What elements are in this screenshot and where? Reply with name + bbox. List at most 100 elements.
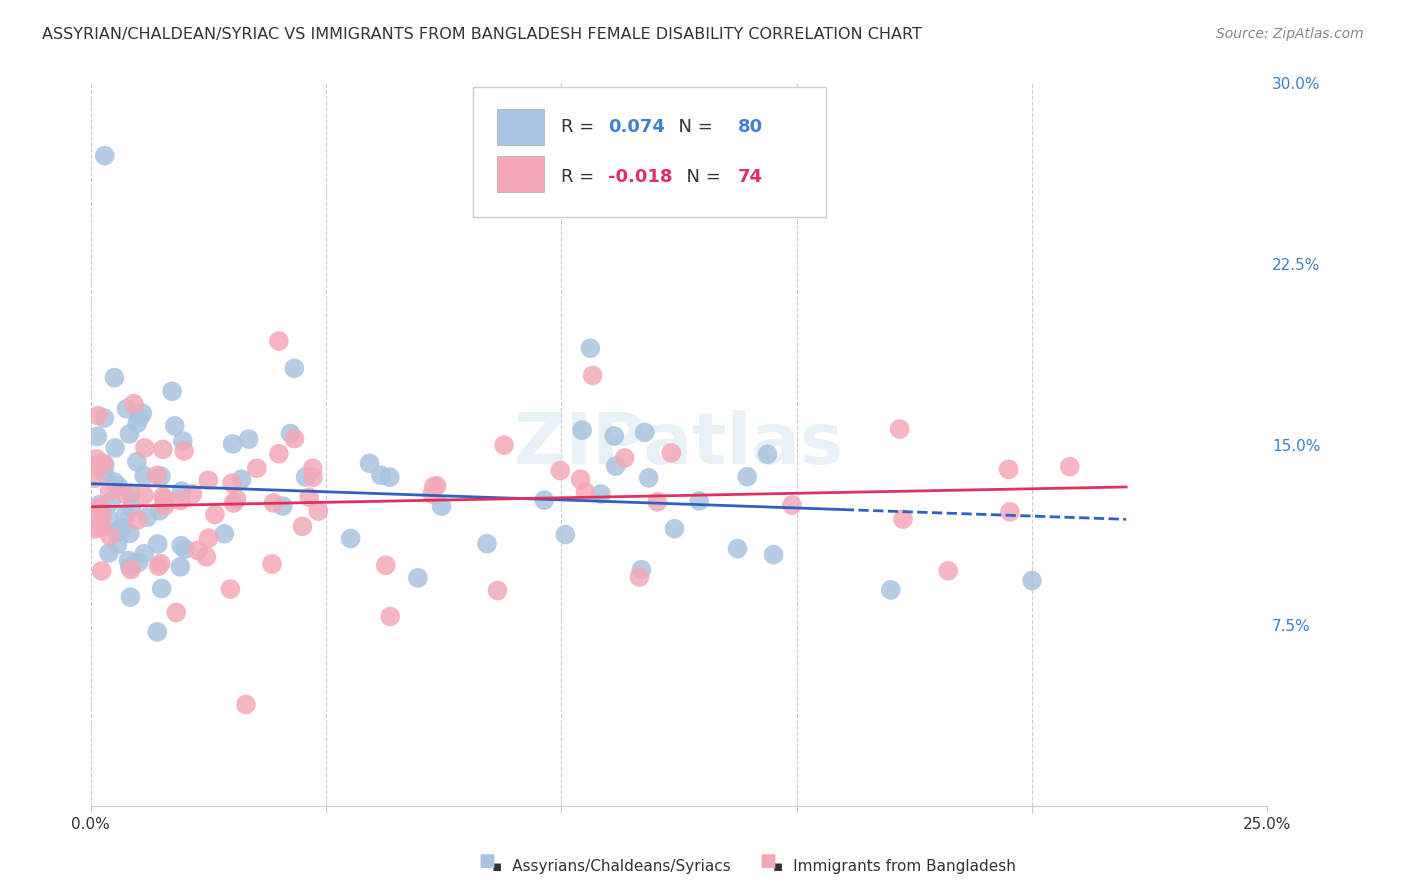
Point <box>235 698 257 712</box>
Point <box>204 508 226 522</box>
Point <box>94 467 117 481</box>
Point <box>756 447 779 461</box>
Point <box>406 571 429 585</box>
Point <box>222 496 245 510</box>
Point <box>120 486 142 500</box>
Point <box>267 447 290 461</box>
Point <box>90 564 112 578</box>
Point <box>554 527 576 541</box>
Point <box>221 437 243 451</box>
Point <box>170 539 193 553</box>
Point <box>100 495 122 509</box>
Point <box>115 401 138 416</box>
Point <box>122 397 145 411</box>
Point <box>280 426 302 441</box>
Point <box>98 484 121 499</box>
Point <box>87 409 110 423</box>
Point <box>569 472 592 486</box>
Point <box>267 334 290 348</box>
Text: ▪  Assyrians/Chaldeans/Syriacs: ▪ Assyrians/Chaldeans/Syriacs <box>492 859 731 874</box>
Point <box>103 370 125 384</box>
Point <box>89 500 111 515</box>
Point <box>1021 574 1043 588</box>
Point <box>246 461 269 475</box>
Point <box>107 537 129 551</box>
Point <box>374 558 396 573</box>
Point <box>117 553 139 567</box>
Point <box>86 451 108 466</box>
Point <box>134 468 156 483</box>
Point <box>735 469 758 483</box>
Point <box>149 557 172 571</box>
Point <box>165 606 187 620</box>
Point <box>131 406 153 420</box>
Text: -0.018: -0.018 <box>609 169 673 186</box>
Text: ZIPatlas: ZIPatlas <box>515 410 844 479</box>
Point <box>647 495 669 509</box>
Point <box>149 504 172 518</box>
Text: 0.074: 0.074 <box>609 118 665 136</box>
Point <box>84 459 107 474</box>
Point <box>426 479 449 493</box>
Point <box>125 455 148 469</box>
FancyBboxPatch shape <box>472 87 827 217</box>
Point <box>127 513 149 527</box>
Point <box>271 499 294 513</box>
FancyBboxPatch shape <box>496 109 544 145</box>
Point <box>605 459 627 474</box>
Point <box>127 416 149 430</box>
Point <box>152 442 174 457</box>
Point <box>118 526 141 541</box>
Point <box>86 501 108 516</box>
Point <box>630 563 652 577</box>
Point <box>214 526 236 541</box>
Point <box>889 422 911 436</box>
Point <box>195 549 218 564</box>
Point <box>880 582 903 597</box>
Point <box>533 493 555 508</box>
Text: ■: ■ <box>759 852 776 870</box>
Point <box>339 532 361 546</box>
Point <box>579 341 602 355</box>
Point <box>148 559 170 574</box>
Point <box>150 582 173 596</box>
Point <box>370 468 392 483</box>
Point <box>97 546 120 560</box>
Point <box>97 512 120 526</box>
Point <box>589 487 612 501</box>
Point <box>307 504 329 518</box>
Point <box>128 555 150 569</box>
Point <box>152 490 174 504</box>
Point <box>231 472 253 486</box>
Point <box>87 520 110 534</box>
Point <box>780 498 803 512</box>
Point <box>169 559 191 574</box>
Point <box>294 470 316 484</box>
Point <box>86 429 108 443</box>
Point <box>603 429 626 443</box>
Point <box>163 418 186 433</box>
Point <box>128 410 150 425</box>
Point <box>486 583 509 598</box>
Text: R =: R = <box>561 169 600 186</box>
Point <box>181 487 204 501</box>
Point <box>118 560 141 574</box>
Point <box>103 475 125 489</box>
Point <box>146 624 169 639</box>
Point <box>688 494 710 508</box>
Point <box>262 496 284 510</box>
Point <box>134 547 156 561</box>
Point <box>727 541 749 556</box>
Point <box>380 609 402 624</box>
Point <box>114 508 136 522</box>
Point <box>430 500 453 514</box>
Point <box>420 487 443 501</box>
Point <box>104 441 127 455</box>
Point <box>160 384 183 399</box>
Text: 74: 74 <box>738 169 763 186</box>
Text: N =: N = <box>675 169 727 186</box>
Point <box>359 456 381 470</box>
Point <box>173 444 195 458</box>
Point <box>298 490 321 504</box>
Point <box>225 491 247 506</box>
